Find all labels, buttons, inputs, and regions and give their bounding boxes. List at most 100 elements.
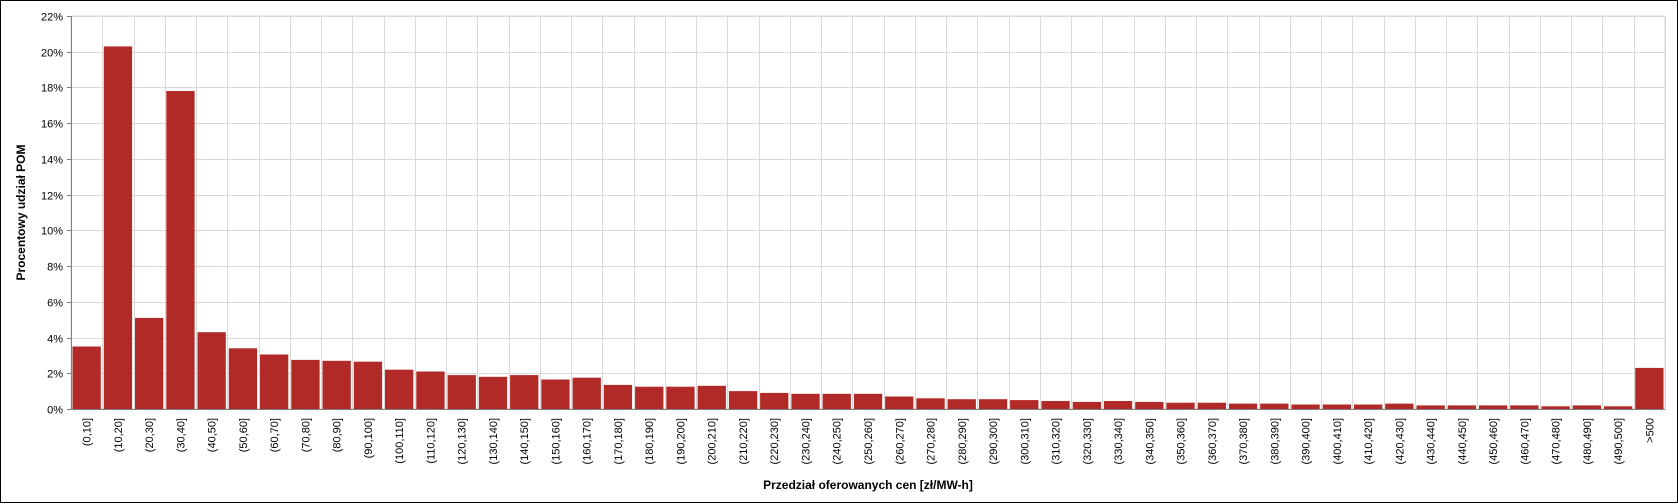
y-tick-label: 10% (41, 226, 63, 238)
x-tick-label: (170,180] (613, 418, 625, 464)
x-tick-label: (440,450] (1457, 418, 1469, 464)
bar (447, 375, 476, 409)
x-tick-label: (360,370] (1207, 418, 1219, 464)
bar (978, 399, 1008, 409)
x-axis-title: Przedział oferowanych cen [zł/MW-h] (763, 478, 973, 492)
bar (853, 393, 883, 409)
bar (1479, 405, 1508, 409)
x-tick-label: (280,290] (957, 418, 969, 464)
bar (1572, 405, 1601, 409)
x-tick-label: (120,130] (457, 418, 469, 464)
bar (135, 317, 164, 409)
x-tick-label: (430,440] (1426, 418, 1438, 464)
y-tick-label: 0% (47, 405, 63, 417)
bar (260, 354, 289, 409)
bar (1604, 406, 1633, 409)
y-tick-label: 12% (41, 191, 63, 203)
x-tick-label: (20,30] (144, 418, 156, 452)
x-tick-label: (460,470] (1519, 418, 1531, 464)
grid (70, 15, 1666, 410)
x-tick-label: (410,420] (1363, 418, 1375, 464)
bars (72, 46, 1664, 410)
x-tick-label: (70,80] (300, 418, 312, 452)
bar (103, 46, 133, 410)
bar (197, 332, 226, 409)
x-tick-label: (240,250] (832, 418, 844, 464)
bar (791, 393, 820, 409)
x-tick-label: (310,320] (1051, 418, 1063, 464)
bar (1166, 402, 1195, 409)
x-tick-label: (160,170] (582, 418, 594, 464)
bar (72, 346, 101, 409)
x-tick-label: (450,460] (1488, 418, 1500, 464)
x-tick-label: (290,300] (988, 418, 1000, 464)
y-tick-label: 14% (41, 155, 63, 167)
axes (67, 16, 1665, 410)
y-axis-title: Procentowy udział POM (14, 144, 28, 280)
x-tick-label: (210,220] (738, 418, 750, 464)
x-tick-label: (80,90] (332, 418, 344, 452)
plot-area (70, 15, 1666, 410)
bar (1354, 404, 1383, 409)
tick-labels: 0% 2% 4% 6% 8% 10% 12% 14% 16% 18% 20% 22% (0,10] (10… (41, 12, 1656, 465)
bar (1385, 403, 1414, 409)
bar (1010, 400, 1039, 409)
bar (885, 396, 914, 409)
y-tick-label: 2% (47, 369, 63, 381)
x-tick-label: (340,350] (1144, 418, 1156, 464)
x-tick-label: (470,480] (1551, 418, 1563, 464)
bar (1322, 404, 1351, 409)
x-tick-label: (490,500] (1613, 418, 1625, 464)
bar (916, 398, 945, 409)
x-tick-label: (30,40] (175, 418, 187, 452)
bar (478, 376, 508, 409)
bar (1072, 401, 1101, 409)
x-tick-label: (480,490] (1582, 418, 1594, 464)
x-tick-label: (230,240] (801, 418, 813, 464)
bar (572, 377, 601, 409)
bar (1228, 403, 1258, 409)
y-tick-label: 22% (41, 12, 63, 24)
bar (1135, 401, 1164, 409)
x-tick-label: (320,330] (1082, 418, 1094, 464)
bar (510, 375, 539, 409)
x-tick-label: (190,200] (676, 418, 688, 464)
x-tick-label: (140,150] (519, 418, 531, 464)
x-tick-label: (150,160] (551, 418, 563, 464)
y-tick-label: 18% (41, 83, 63, 95)
x-tick-label: (400,410] (1332, 418, 1344, 464)
bar (603, 384, 633, 409)
y-tick-label: 16% (41, 119, 63, 131)
x-tick-label: (100,110] (394, 418, 406, 464)
x-tick-label: (10,20] (113, 418, 125, 452)
x-tick-label: (300,310] (1019, 418, 1031, 464)
bar (666, 386, 695, 409)
x-tick-label: (370,380] (1238, 418, 1250, 464)
bar (760, 392, 789, 409)
bar (697, 385, 726, 409)
bar (1416, 405, 1445, 409)
x-tick-label: (260,270] (894, 418, 906, 464)
bar (947, 399, 976, 409)
bar (1260, 403, 1289, 409)
x-tick-label: (40,50] (207, 418, 219, 452)
x-tick-label: (270,280] (926, 418, 938, 464)
bar (728, 391, 758, 409)
bar (635, 386, 664, 409)
x-tick-label: (130,140] (488, 418, 500, 464)
x-tick-label: (380,390] (1269, 418, 1281, 464)
bar (822, 393, 851, 409)
x-tick-label: (250,260] (863, 418, 875, 464)
x-tick-label: (60,70] (269, 418, 281, 452)
bar (1447, 405, 1476, 409)
x-tick-label: (90,100] (363, 418, 375, 458)
bar (1291, 404, 1320, 409)
x-tick-label: (220,230] (769, 418, 781, 464)
x-tick-label: (390,400] (1301, 418, 1313, 464)
bar (416, 371, 445, 409)
bar (228, 348, 258, 409)
bar (1541, 406, 1570, 409)
x-tick-label: (200,210] (707, 418, 719, 464)
